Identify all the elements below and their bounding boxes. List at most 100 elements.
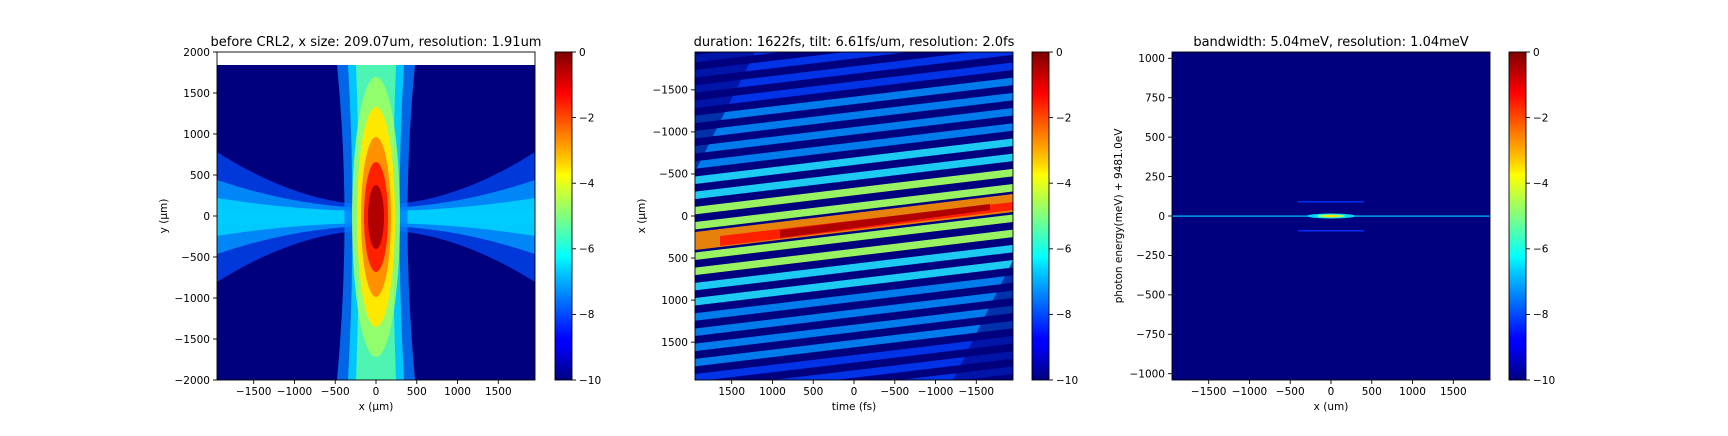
fringe-stripe [772,351,1013,380]
y-tick-label: −500 [659,169,688,181]
colorbar-tick-label: 0 [1533,47,1540,59]
fringe-stripe [695,275,1013,321]
heatmap-image [217,52,535,380]
y-tick-label: 250 [1145,171,1165,183]
panel-before-crl2: before CRL2, x size: 209.07um, resolutio… [158,35,601,413]
x-tick-label: 1000 [1399,386,1426,398]
fringe-stripe [695,320,1013,367]
fringe-stripe [695,153,1013,200]
fringe-stripe [695,290,1013,336]
y-tick-label: 1000 [1138,53,1165,65]
x-tick-label: −1000 [1232,386,1268,398]
colorbar-tick-label: −10 [579,375,601,387]
fringe-stripe [695,138,1013,184]
y-tick-label: −1500 [652,85,688,97]
fringe-stripe [695,123,1013,169]
fringe-stripe [695,92,1013,139]
colorbar-tick-label: 0 [1056,47,1063,59]
fringe-stripe [695,412,1013,432]
y-tick-label: −250 [1136,250,1165,262]
fringe-stripe [695,62,1013,108]
fringe-stripe [695,52,1013,93]
colorbar [1031,51,1050,381]
y-tick-label: −500 [1136,290,1165,302]
fringe-stripe [695,244,1013,291]
x-tick-label: 500 [1362,386,1382,398]
x-tick-label: 500 [407,386,427,398]
y-tick-label: 500 [1145,132,1165,144]
colorbar-tick-label: −4 [579,178,595,190]
y-tick-label: 1000 [661,295,688,307]
fringe-stripe [695,0,1013,32]
y-tick-label: 2000 [183,47,210,59]
fringe-stripe [695,168,1013,215]
y-tick-label: −750 [1136,329,1165,341]
x-axis-label: x (μm) [359,401,394,413]
fringe-stripe [695,305,1013,352]
colorbar-tick-label: −6 [1056,244,1072,256]
x-tick-label: 500 [803,386,823,398]
x-tick-label: 0 [373,386,380,398]
panel-duration-tilt: duration: 1622fs, tilt: 6.61fs/um, resol… [636,0,1078,432]
colorbar-tick-label: 0 [579,47,586,59]
fringe-stripe [695,260,1013,306]
fringe-stripe [695,229,1013,276]
x-tick-label: 1500 [485,386,512,398]
colorbar-tick-label: −4 [1533,178,1549,190]
x-axis-label: x (um) [1314,401,1349,413]
colorbar-tick-label: −6 [579,244,595,256]
y-tick-label: −500 [181,252,210,264]
y-tick-label: −1000 [652,127,688,139]
x-tick-label: −1500 [236,386,272,398]
y-axis-label: x (μm) [636,199,648,234]
y-tick-label: 750 [1145,93,1165,105]
colorbar-tick-label: −6 [1533,244,1549,256]
colorbar [554,51,573,381]
x-tick-label: 0 [851,386,858,398]
panel-bandwidth: bandwidth: 5.04meV, resolution: 1.04meV … [1113,35,1555,413]
colorbar-tick-label: −2 [1533,112,1548,124]
y-tick-label: 1500 [661,337,688,349]
x-tick-label: −500 [321,386,350,398]
x-tick-label: 1000 [444,386,471,398]
x-tick-label: −500 [880,386,909,398]
y-axis-label: y (μm) [158,199,170,234]
colorbar-tick-label: −8 [579,309,594,321]
fringe-stripe [695,108,1013,154]
colorbar-tick-label: −4 [1056,178,1072,190]
x-tick-label: 0 [1328,386,1335,398]
x-tick-label: −1000 [277,386,313,398]
x-axis-label: time (fs) [832,401,876,413]
x-tick-label: 1500 [718,386,745,398]
y-axis-label: photon energy(meV) + 9481.0eV [1113,128,1125,304]
y-tick-label: −1000 [174,293,210,305]
panel-title: before CRL2, x size: 209.07um, resolutio… [211,35,542,50]
colorbar-tick-label: −2 [579,112,594,124]
panel-title: bandwidth: 5.04meV, resolution: 1.04meV [1193,35,1468,50]
colorbar-tick-label: −8 [1056,309,1071,321]
colorbar [1508,51,1527,381]
y-tick-label: 500 [190,170,210,182]
y-tick-label: 1000 [183,129,210,141]
y-tick-label: −1500 [174,334,210,346]
x-tick-label: −1500 [1191,386,1227,398]
fringe-stripe [695,52,909,78]
y-tick-label: 500 [668,253,688,265]
x-tick-label: −1000 [918,386,954,398]
x-tick-label: 1500 [1440,386,1467,398]
panel-title: duration: 1622fs, tilt: 6.61fs/um, resol… [694,35,1015,50]
fringe-stripe [695,77,1013,124]
y-tick-label: −1000 [1129,368,1165,380]
heatmap-image [1172,52,1490,380]
colorbar-tick-label: −8 [1533,309,1548,321]
fringe-stripe [695,336,1013,380]
y-tick-label: 0 [681,211,688,223]
fringe-stripe [695,214,1013,260]
colorbar-tick-label: −10 [1533,375,1555,387]
heatmap-image [695,0,1013,432]
x-tick-label: −500 [1276,386,1305,398]
y-tick-label: 0 [203,211,210,223]
colorbar-tick-label: −2 [1056,112,1071,124]
y-tick-label: −2000 [174,375,210,387]
